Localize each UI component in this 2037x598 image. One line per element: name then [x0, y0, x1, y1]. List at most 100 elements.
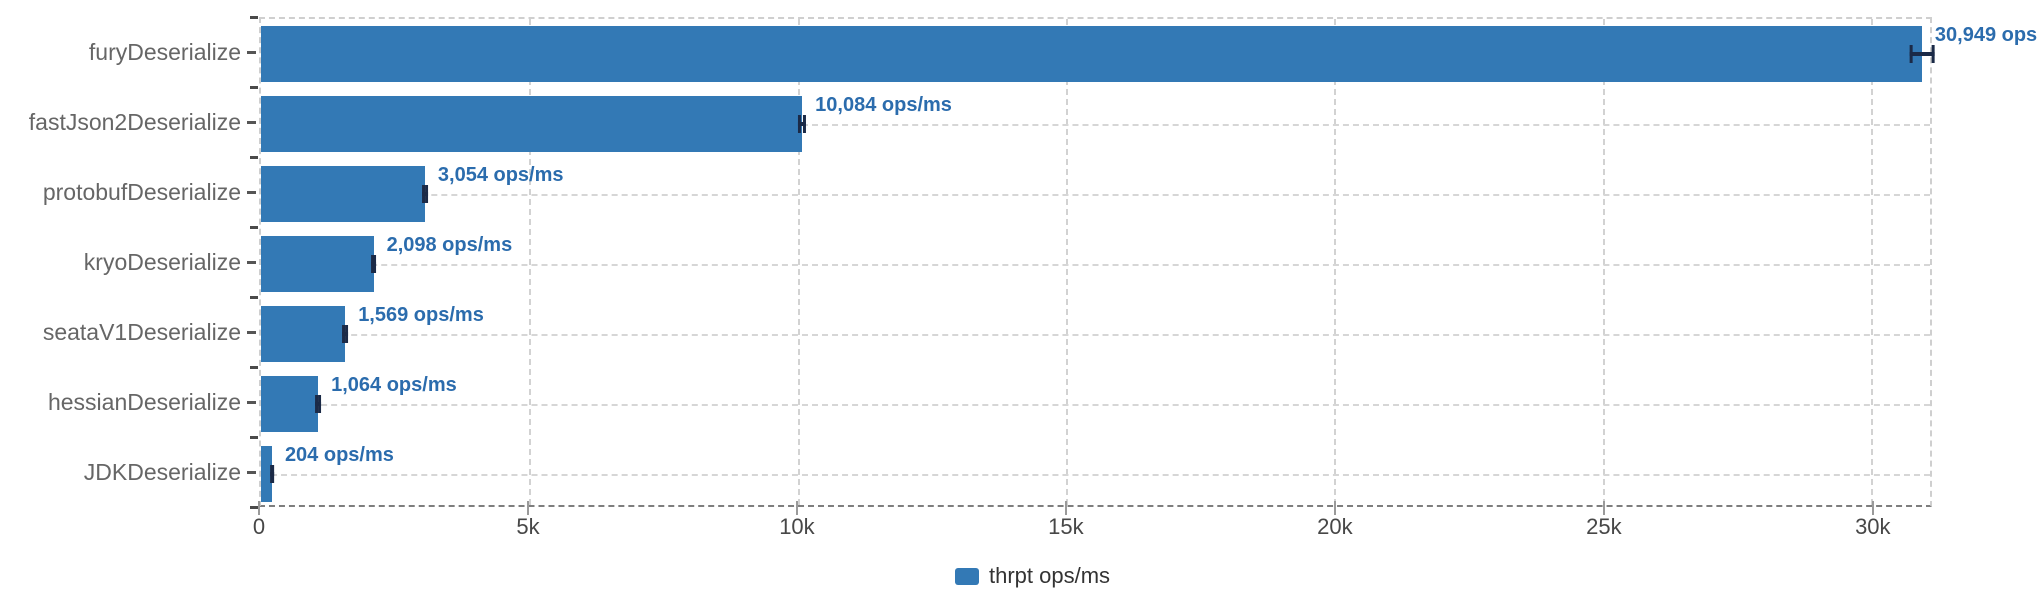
grid-line-horizontal [261, 474, 1930, 476]
x-tick-label: 30k [1855, 514, 1891, 539]
chart-row: 30,949 ops/ms [261, 19, 2037, 89]
category-boundary-tick [250, 16, 258, 19]
chart-row: 1,569 ops/ms [261, 299, 1930, 369]
value-label: 2,098 ops/ms [386, 234, 513, 256]
error-bar-cap-left [315, 395, 319, 413]
category-label-row: kryoDeserialize [0, 227, 259, 297]
error-bar-cap-right [345, 325, 349, 343]
category-tick-icon [247, 50, 256, 54]
category-boundary-tick [250, 506, 258, 509]
error-bar-cap-right [270, 465, 274, 483]
x-axis-tick [1333, 501, 1336, 515]
x-tick-label: 15k [1048, 514, 1084, 539]
category-label: JDKDeserialize [83, 458, 241, 485]
chart-row: 1,064 ops/ms [261, 369, 1930, 439]
category-boundary-tick [250, 366, 258, 369]
x-tick-label: 5k [516, 514, 540, 539]
category-tick-icon [247, 120, 256, 124]
bar[interactable] [261, 376, 319, 432]
x-axis-tick [258, 501, 260, 515]
category-label-row: seataV1Deserialize [0, 297, 259, 367]
category-tick-icon [247, 470, 256, 474]
error-bar-cap-right [424, 185, 428, 203]
category-boundary-tick [250, 226, 258, 229]
legend-label: thrpt ops/ms [989, 563, 1111, 588]
x-axis-tick [1871, 501, 1874, 515]
bar[interactable] [261, 236, 374, 292]
grid-line-vertical [1870, 19, 1873, 505]
bar[interactable] [261, 166, 425, 222]
error-bar [1909, 45, 1935, 63]
category-tick-icon [247, 260, 256, 264]
error-bar [370, 255, 377, 273]
grid-line-horizontal [261, 264, 1930, 266]
legend-item[interactable]: thrpt ops/ms [955, 563, 1110, 589]
error-bar-cap-left [1909, 45, 1913, 63]
grid-line-vertical [1065, 19, 1068, 505]
x-axis-tick [1064, 501, 1067, 515]
error-bar-cap-left [798, 115, 802, 133]
grid-line-vertical [529, 19, 532, 505]
category-label-row: fastJson2Deserialize [0, 87, 259, 157]
error-bar-cap-left [370, 255, 374, 273]
plot-area: 30,949 ops/ms 10,084 ops/ms 3,054 ops/ms 2,… [259, 17, 2037, 509]
x-tick-label: 10k [779, 514, 815, 539]
error-bar-cap-right [1931, 45, 1935, 63]
category-label: furyDeserialize [88, 38, 241, 65]
category-boundary-tick [250, 86, 258, 89]
error-bar-line [1909, 52, 1935, 56]
grid-line-horizontal [261, 334, 1930, 336]
category-boundary-tick [250, 436, 258, 439]
bar[interactable] [261, 96, 803, 152]
category-tick-icon [247, 400, 256, 404]
error-bar-cap-left [421, 185, 425, 203]
category-tick-icon [247, 330, 256, 334]
value-label: 1,569 ops/ms [358, 304, 484, 326]
category-axis: furyDeserialize fastJson2Deserialize proto… [0, 16, 259, 509]
grid-line-vertical [1602, 19, 1605, 505]
category-boundary-tick [250, 296, 258, 299]
error-bar-cap-right [803, 115, 807, 133]
category-label-row: protobufDeserialize [0, 157, 259, 227]
chart-row: 3,054 ops/ms [261, 159, 1930, 229]
bar[interactable] [261, 306, 346, 362]
category-label: kryoDeserialize [83, 248, 241, 275]
value-label: 10,084 ops/ms [815, 94, 952, 116]
grid-line-vertical [797, 19, 800, 505]
x-tick-label: 0 [252, 514, 266, 539]
chart-row: 204 ops/ms [261, 439, 1930, 509]
category-tick-icon [247, 190, 256, 194]
x-tick-label: 20k [1317, 514, 1353, 539]
category-boundary-tick [250, 156, 258, 159]
error-bar-cap-right [373, 255, 377, 273]
error-bar [315, 395, 322, 413]
error-bar [270, 465, 274, 483]
value-label: 3,054 ops/ms [437, 164, 564, 186]
grid-line-horizontal [261, 194, 1930, 196]
error-bar [342, 325, 349, 343]
category-label-row: furyDeserialize [0, 17, 259, 87]
value-label: 204 ops/ms [284, 444, 394, 466]
value-label: 30,949 ops/ms [1934, 24, 2037, 46]
grid-line-horizontal [261, 124, 1930, 126]
x-axis-tick [795, 501, 798, 515]
legend-swatch-icon [955, 567, 979, 585]
category-label: fastJson2Deserialize [28, 108, 241, 135]
error-bar [798, 115, 807, 133]
category-label-row: JDKDeserialize [0, 437, 259, 507]
error-bar-cap-left [342, 325, 346, 343]
chart-row: 2,098 ops/ms [261, 229, 1930, 299]
grid-line-horizontal [261, 404, 1930, 406]
error-bar [421, 185, 428, 203]
x-axis-tick [1602, 501, 1605, 515]
chart-row: 10,084 ops/ms [261, 89, 1930, 159]
bar[interactable] [261, 446, 272, 502]
error-bar-cap-right [318, 395, 322, 413]
x-axis-tick [526, 501, 529, 515]
bar[interactable] [261, 26, 1922, 82]
x-tick-label: 25k [1586, 514, 1622, 539]
category-label: seataV1Deserialize [42, 318, 241, 345]
category-label: protobufDeserialize [42, 178, 241, 205]
error-bar-line [798, 122, 807, 126]
